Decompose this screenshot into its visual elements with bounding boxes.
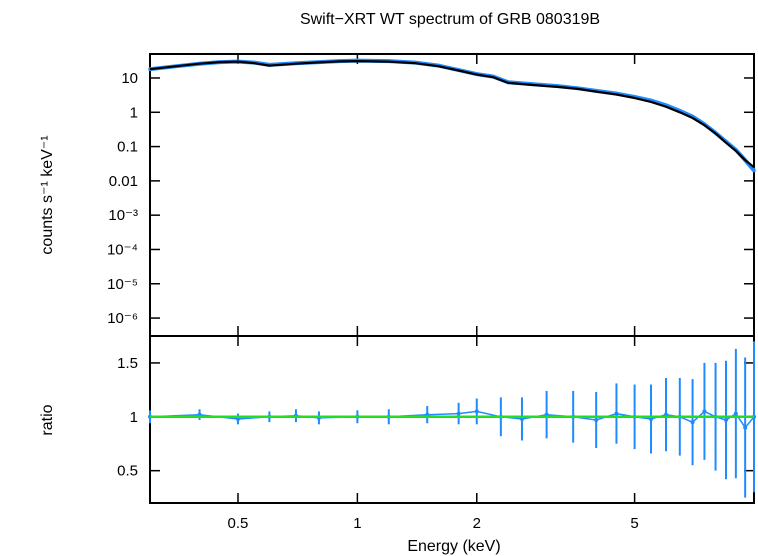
ratio-xaxis-ticks: 0.5 1 2 5 [228,336,639,532]
ratio-ytick-label: 1.5 [117,355,138,372]
spectrum-ytick-label: 10⁻⁶ [107,310,138,327]
ratio-data-point [724,418,729,423]
spectrum-panel: 10⁻⁶ 10⁻⁵ 10⁻⁴ 10⁻³ 0.01 0.1 1 10 counts s⁻¹ ke… [39,53,756,337]
spectrum-ytick-label: 0.1 [117,139,138,156]
ratio-data-point [733,411,738,416]
xtick-label: 1 [353,515,361,532]
spectrum-data-line [149,58,756,172]
xaxis-label: Energy (keV) [407,538,500,555]
ratio-ylabel: ratio [39,404,56,435]
ratio-data-point [614,411,619,416]
spectrum-xaxis-ticks [237,54,636,336]
ratio-ytick-label: 0.5 [117,463,138,480]
spectrum-frame [149,53,755,337]
ratio-data-point [702,409,707,414]
ratio-ytick-label: 1 [130,409,138,426]
spectrum-ytick-label: 10⁻⁵ [107,276,138,293]
spectrum-ytick-label: 0.01 [109,173,138,190]
xtick-label: 2 [473,515,481,532]
spectrum-ytick-label: 10 [121,70,138,87]
xtick-label: 0.5 [228,515,249,532]
spectrum-model-series [149,59,755,169]
ratio-panel: 0.5 1 1.5 0.5 1 2 5 ratio Energy (keV) [39,335,756,555]
ratio-data-point [743,425,748,430]
spectrum-yaxis-ticks: 10⁻⁶ 10⁻⁵ 10⁻⁴ 10⁻³ 0.01 0.1 1 10 [107,70,754,327]
chart-title: Swift−XRT WT spectrum of GRB 080319B [300,11,600,28]
spectrum-ytick-label: 1 [130,104,138,121]
spectrum-model-line [149,59,755,169]
ratio-data-point [690,420,695,425]
spectrum-ylabel: counts s⁻¹ keV⁻¹ [39,135,56,254]
ratio-data-point [474,409,479,414]
spectrum-ytick-label: 10⁻³ [108,207,138,224]
ratio-data-series [148,341,756,498]
spectrum-data-series [148,58,756,173]
spectrum-ytick-label: 10⁻⁴ [107,241,138,258]
ratio-data-point [456,411,461,416]
xtick-label: 5 [630,515,638,532]
ratio-data-line [149,410,755,429]
spectrum-data-point [752,168,756,173]
ratio-data-point [594,418,599,423]
